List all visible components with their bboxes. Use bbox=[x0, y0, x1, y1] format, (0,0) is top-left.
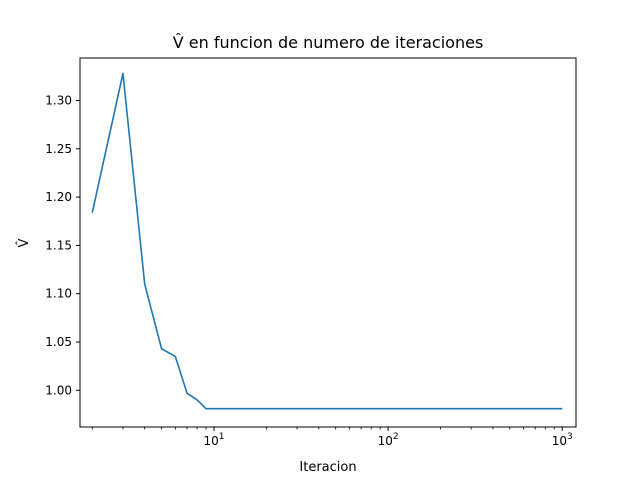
chart-title: V̂ en funcion de numero de iteraciones bbox=[173, 33, 484, 52]
y-tick-label: 1.00 bbox=[45, 383, 72, 397]
ticks: 1.00 1.05 1.10 1.15 1.20 1.25 1.30 101 102 103 bbox=[45, 94, 572, 448]
y-tick-label: 1.30 bbox=[45, 94, 72, 108]
y-tick-label: 1.05 bbox=[45, 335, 72, 349]
y-tick-label: 1.20 bbox=[45, 190, 72, 204]
x-tick-label: 102 bbox=[378, 432, 399, 448]
axes-frame bbox=[79, 57, 577, 428]
y-tick-label: 1.15 bbox=[45, 238, 72, 252]
x-tick-label: 103 bbox=[552, 432, 573, 448]
y-axis-label: V̂ bbox=[17, 238, 32, 247]
x-tick-label: 101 bbox=[203, 432, 224, 448]
y-tick-label: 1.25 bbox=[45, 142, 72, 156]
series-line-0 bbox=[91, 72, 563, 410]
plot-area bbox=[91, 72, 563, 410]
x-axis-label: Iteracion bbox=[299, 460, 356, 475]
y-tick-label: 1.10 bbox=[45, 287, 72, 301]
